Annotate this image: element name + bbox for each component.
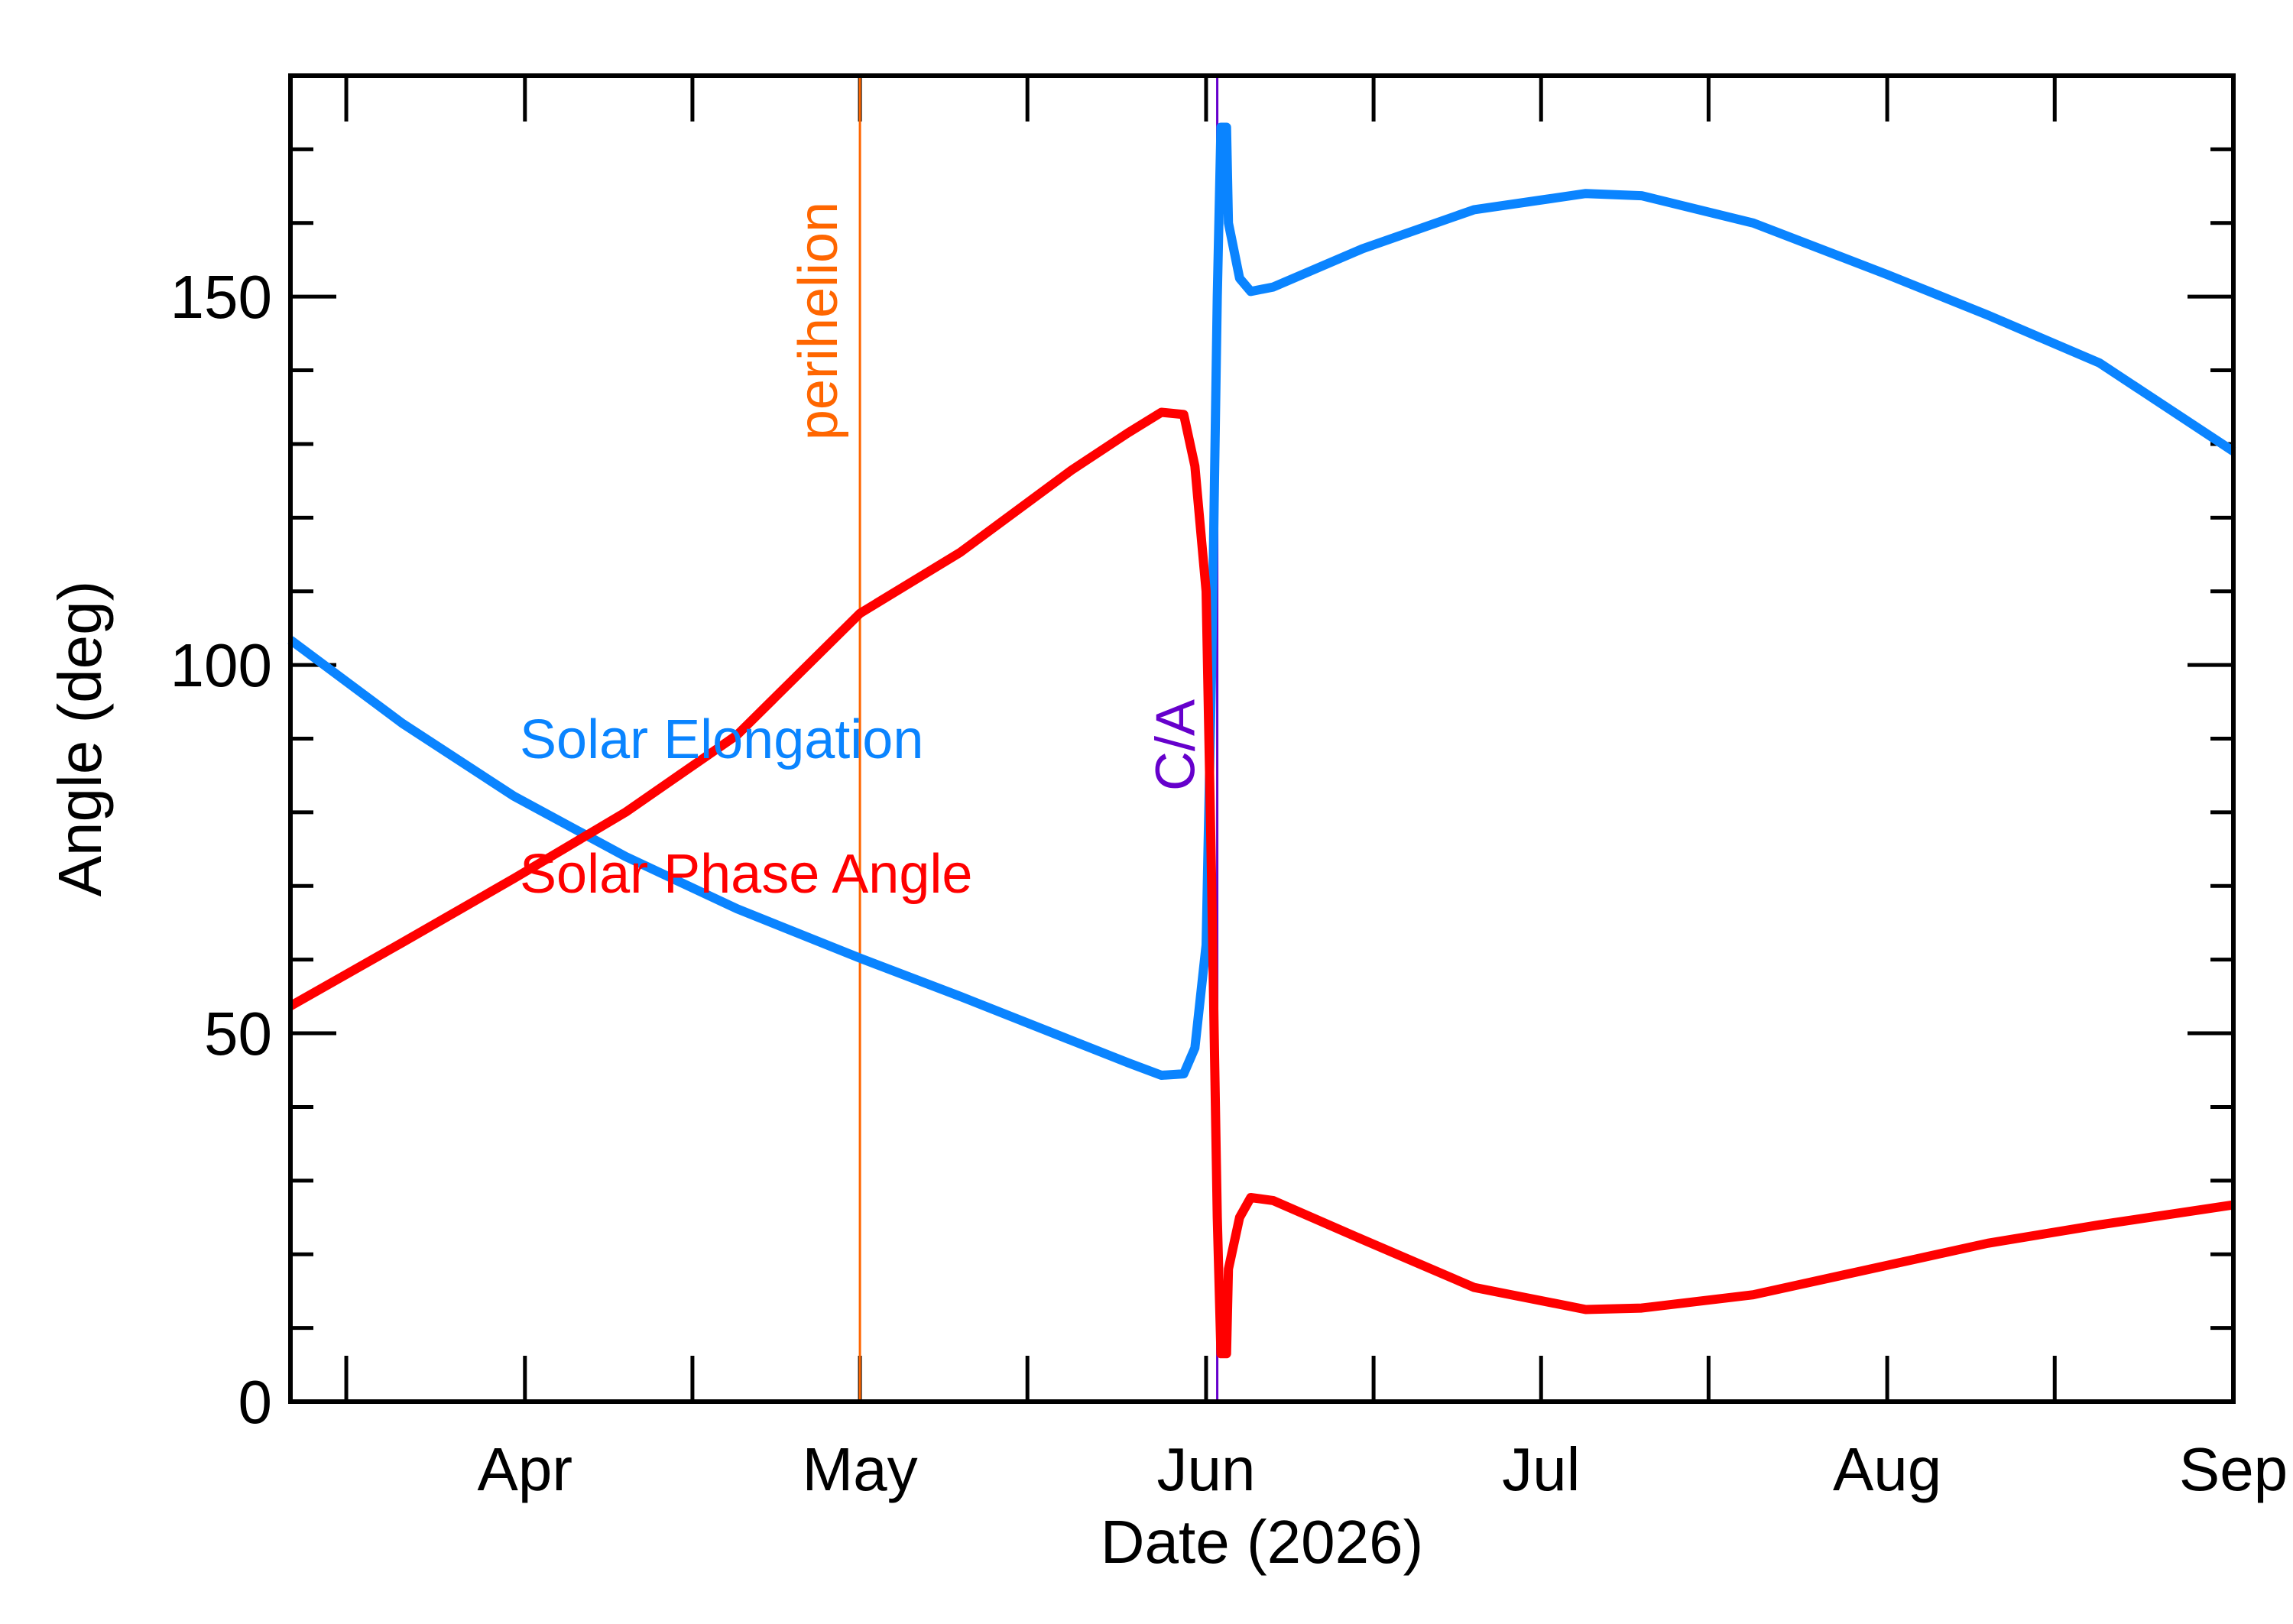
- x-tick-label: Apr: [478, 1435, 573, 1503]
- x-tick-label: May: [802, 1435, 917, 1503]
- tick-labels: Apr May Jun Jul Aug Sep 0 50 100 150: [170, 263, 2288, 1503]
- legend-entry: Solar Phase Angle: [520, 844, 972, 905]
- y-tick-label: 150: [170, 263, 272, 331]
- plot-frame: [288, 73, 2236, 1404]
- y-tick-label: 100: [170, 631, 272, 699]
- series-line-solar-elongation: [287, 122, 2236, 1080]
- marker-label: perihelion: [788, 202, 849, 440]
- x-axis-label: Date (2026): [1101, 1508, 1423, 1576]
- x-tick-label: Aug: [1833, 1435, 1941, 1503]
- x-tick-label: Jul: [1502, 1435, 1580, 1503]
- y-axis-label: Angle (deg): [46, 581, 114, 897]
- legend: Solar Elongation Solar Phase Angle: [520, 709, 972, 905]
- marker-label: C/A: [1146, 699, 1207, 791]
- series-line-solar-phase-angle: [288, 407, 2234, 1359]
- legend-entry: Solar Elongation: [520, 709, 923, 770]
- y-tick-label: 50: [204, 1000, 272, 1068]
- x-tick-label: Sep: [2179, 1435, 2288, 1503]
- x-tick-label: Jun: [1156, 1435, 1255, 1503]
- y-tick-label: 0: [238, 1368, 273, 1436]
- series-lines: [287, 122, 2236, 1359]
